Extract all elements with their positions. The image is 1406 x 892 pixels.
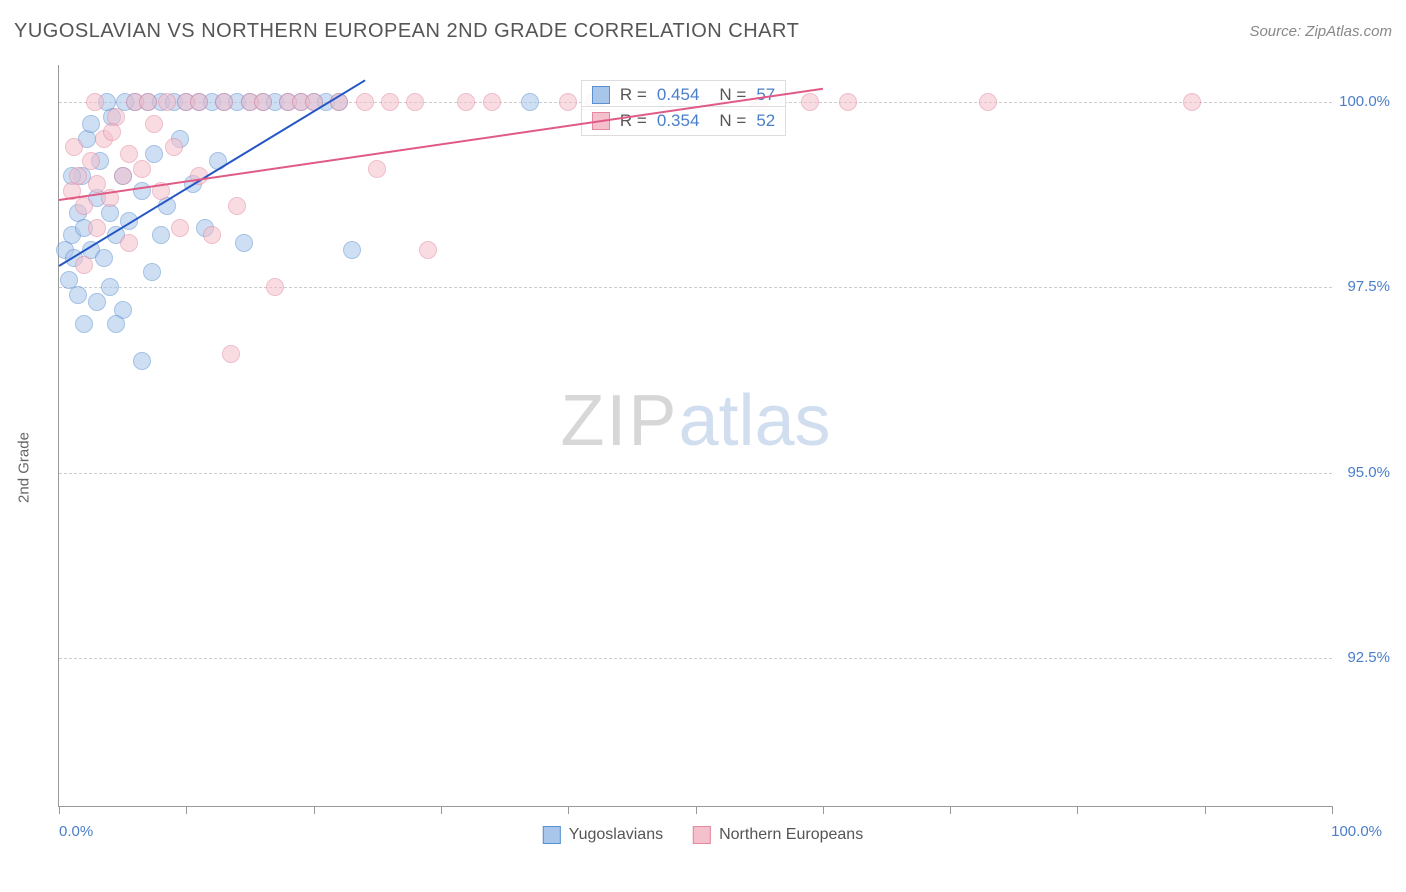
scatter-point bbox=[457, 93, 475, 111]
scatter-point bbox=[88, 293, 106, 311]
legend-item-yugoslavians: Yugoslavians bbox=[543, 826, 663, 844]
scatter-point bbox=[215, 93, 233, 111]
scatter-point bbox=[368, 160, 386, 178]
y-tick-label: 92.5% bbox=[1347, 649, 1390, 666]
x-tick bbox=[568, 806, 569, 814]
scatter-point bbox=[143, 263, 161, 281]
scatter-point bbox=[266, 278, 284, 296]
scatter-point bbox=[101, 278, 119, 296]
r-value: 0.354 bbox=[657, 111, 700, 131]
scatter-point bbox=[801, 93, 819, 111]
series-swatch-icon bbox=[592, 86, 610, 104]
x-tick bbox=[1077, 806, 1078, 814]
x-tick bbox=[823, 806, 824, 814]
scatter-point bbox=[203, 226, 221, 244]
scatter-point bbox=[95, 249, 113, 267]
watermark: ZIPatlas bbox=[560, 380, 830, 462]
x-tick bbox=[59, 806, 60, 814]
x-tick bbox=[441, 806, 442, 814]
scatter-point bbox=[145, 115, 163, 133]
x-tick bbox=[1205, 806, 1206, 814]
scatter-point bbox=[190, 93, 208, 111]
scatter-point bbox=[60, 271, 78, 289]
scatter-point bbox=[839, 93, 857, 111]
x-tick bbox=[950, 806, 951, 814]
y-tick-label: 95.0% bbox=[1347, 464, 1390, 481]
scatter-point bbox=[521, 93, 539, 111]
scatter-point bbox=[82, 115, 100, 133]
scatter-point bbox=[82, 152, 100, 170]
scatter-point bbox=[88, 175, 106, 193]
scatter-point bbox=[158, 93, 176, 111]
x-tick bbox=[314, 806, 315, 814]
bottom-legend: Yugoslavians Northern Europeans bbox=[543, 826, 863, 844]
legend-label: Yugoslavians bbox=[569, 826, 663, 844]
n-label: N = bbox=[719, 111, 746, 131]
scatter-point bbox=[483, 93, 501, 111]
x-tick bbox=[1332, 806, 1333, 814]
r-value: 0.454 bbox=[657, 85, 700, 105]
scatter-point bbox=[979, 93, 997, 111]
correlation-stats-box: R =0.354N =52 bbox=[581, 106, 786, 136]
scatter-point bbox=[228, 197, 246, 215]
gridline bbox=[59, 473, 1332, 474]
x-axis-start-label: 0.0% bbox=[59, 823, 93, 840]
scatter-point bbox=[103, 123, 121, 141]
scatter-point bbox=[254, 93, 272, 111]
watermark-atlas: atlas bbox=[678, 381, 830, 461]
scatter-point bbox=[86, 93, 104, 111]
scatter-point bbox=[88, 219, 106, 237]
scatter-point bbox=[419, 241, 437, 259]
scatter-point bbox=[133, 352, 151, 370]
scatter-point bbox=[75, 256, 93, 274]
n-value: 52 bbox=[756, 111, 775, 131]
y-tick-label: 97.5% bbox=[1347, 278, 1390, 295]
scatter-point bbox=[171, 219, 189, 237]
scatter-point bbox=[559, 93, 577, 111]
chart-title: YUGOSLAVIAN VS NORTHERN EUROPEAN 2ND GRA… bbox=[14, 20, 799, 43]
scatter-point bbox=[75, 315, 93, 333]
scatter-point bbox=[165, 138, 183, 156]
x-tick bbox=[186, 806, 187, 814]
legend-swatch-icon bbox=[693, 826, 711, 844]
source-attribution: Source: ZipAtlas.com bbox=[1249, 23, 1392, 40]
scatter-point bbox=[222, 345, 240, 363]
legend-item-northern-europeans: Northern Europeans bbox=[693, 826, 863, 844]
scatter-point bbox=[343, 241, 361, 259]
scatter-point bbox=[120, 145, 138, 163]
scatter-point bbox=[114, 167, 132, 185]
scatter-point bbox=[75, 197, 93, 215]
r-label: R = bbox=[620, 85, 647, 105]
watermark-zip: ZIP bbox=[560, 381, 678, 461]
chart-header: YUGOSLAVIAN VS NORTHERN EUROPEAN 2ND GRA… bbox=[14, 20, 1392, 43]
scatter-point bbox=[356, 93, 374, 111]
scatter-point bbox=[139, 93, 157, 111]
scatter-point bbox=[133, 160, 151, 178]
gridline bbox=[59, 658, 1332, 659]
scatter-point bbox=[133, 182, 151, 200]
legend-label: Northern Europeans bbox=[719, 826, 863, 844]
y-tick-label: 100.0% bbox=[1339, 93, 1390, 110]
x-axis-end-label: 100.0% bbox=[1331, 823, 1382, 840]
scatter-point bbox=[381, 93, 399, 111]
scatter-plot-area: ZIPatlas 92.5%95.0%97.5%100.0%0.0%100.0%… bbox=[58, 65, 1332, 807]
scatter-point bbox=[107, 315, 125, 333]
scatter-point bbox=[65, 138, 83, 156]
legend-swatch-icon bbox=[543, 826, 561, 844]
chart-container: 2nd Grade ZIPatlas 92.5%95.0%97.5%100.0%… bbox=[14, 55, 1392, 862]
scatter-point bbox=[406, 93, 424, 111]
y-axis-label: 2nd Grade bbox=[16, 432, 33, 503]
scatter-point bbox=[152, 226, 170, 244]
gridline bbox=[59, 287, 1332, 288]
scatter-point bbox=[145, 145, 163, 163]
scatter-point bbox=[1183, 93, 1201, 111]
scatter-point bbox=[69, 167, 87, 185]
scatter-point bbox=[120, 234, 138, 252]
x-tick bbox=[696, 806, 697, 814]
scatter-point bbox=[235, 234, 253, 252]
